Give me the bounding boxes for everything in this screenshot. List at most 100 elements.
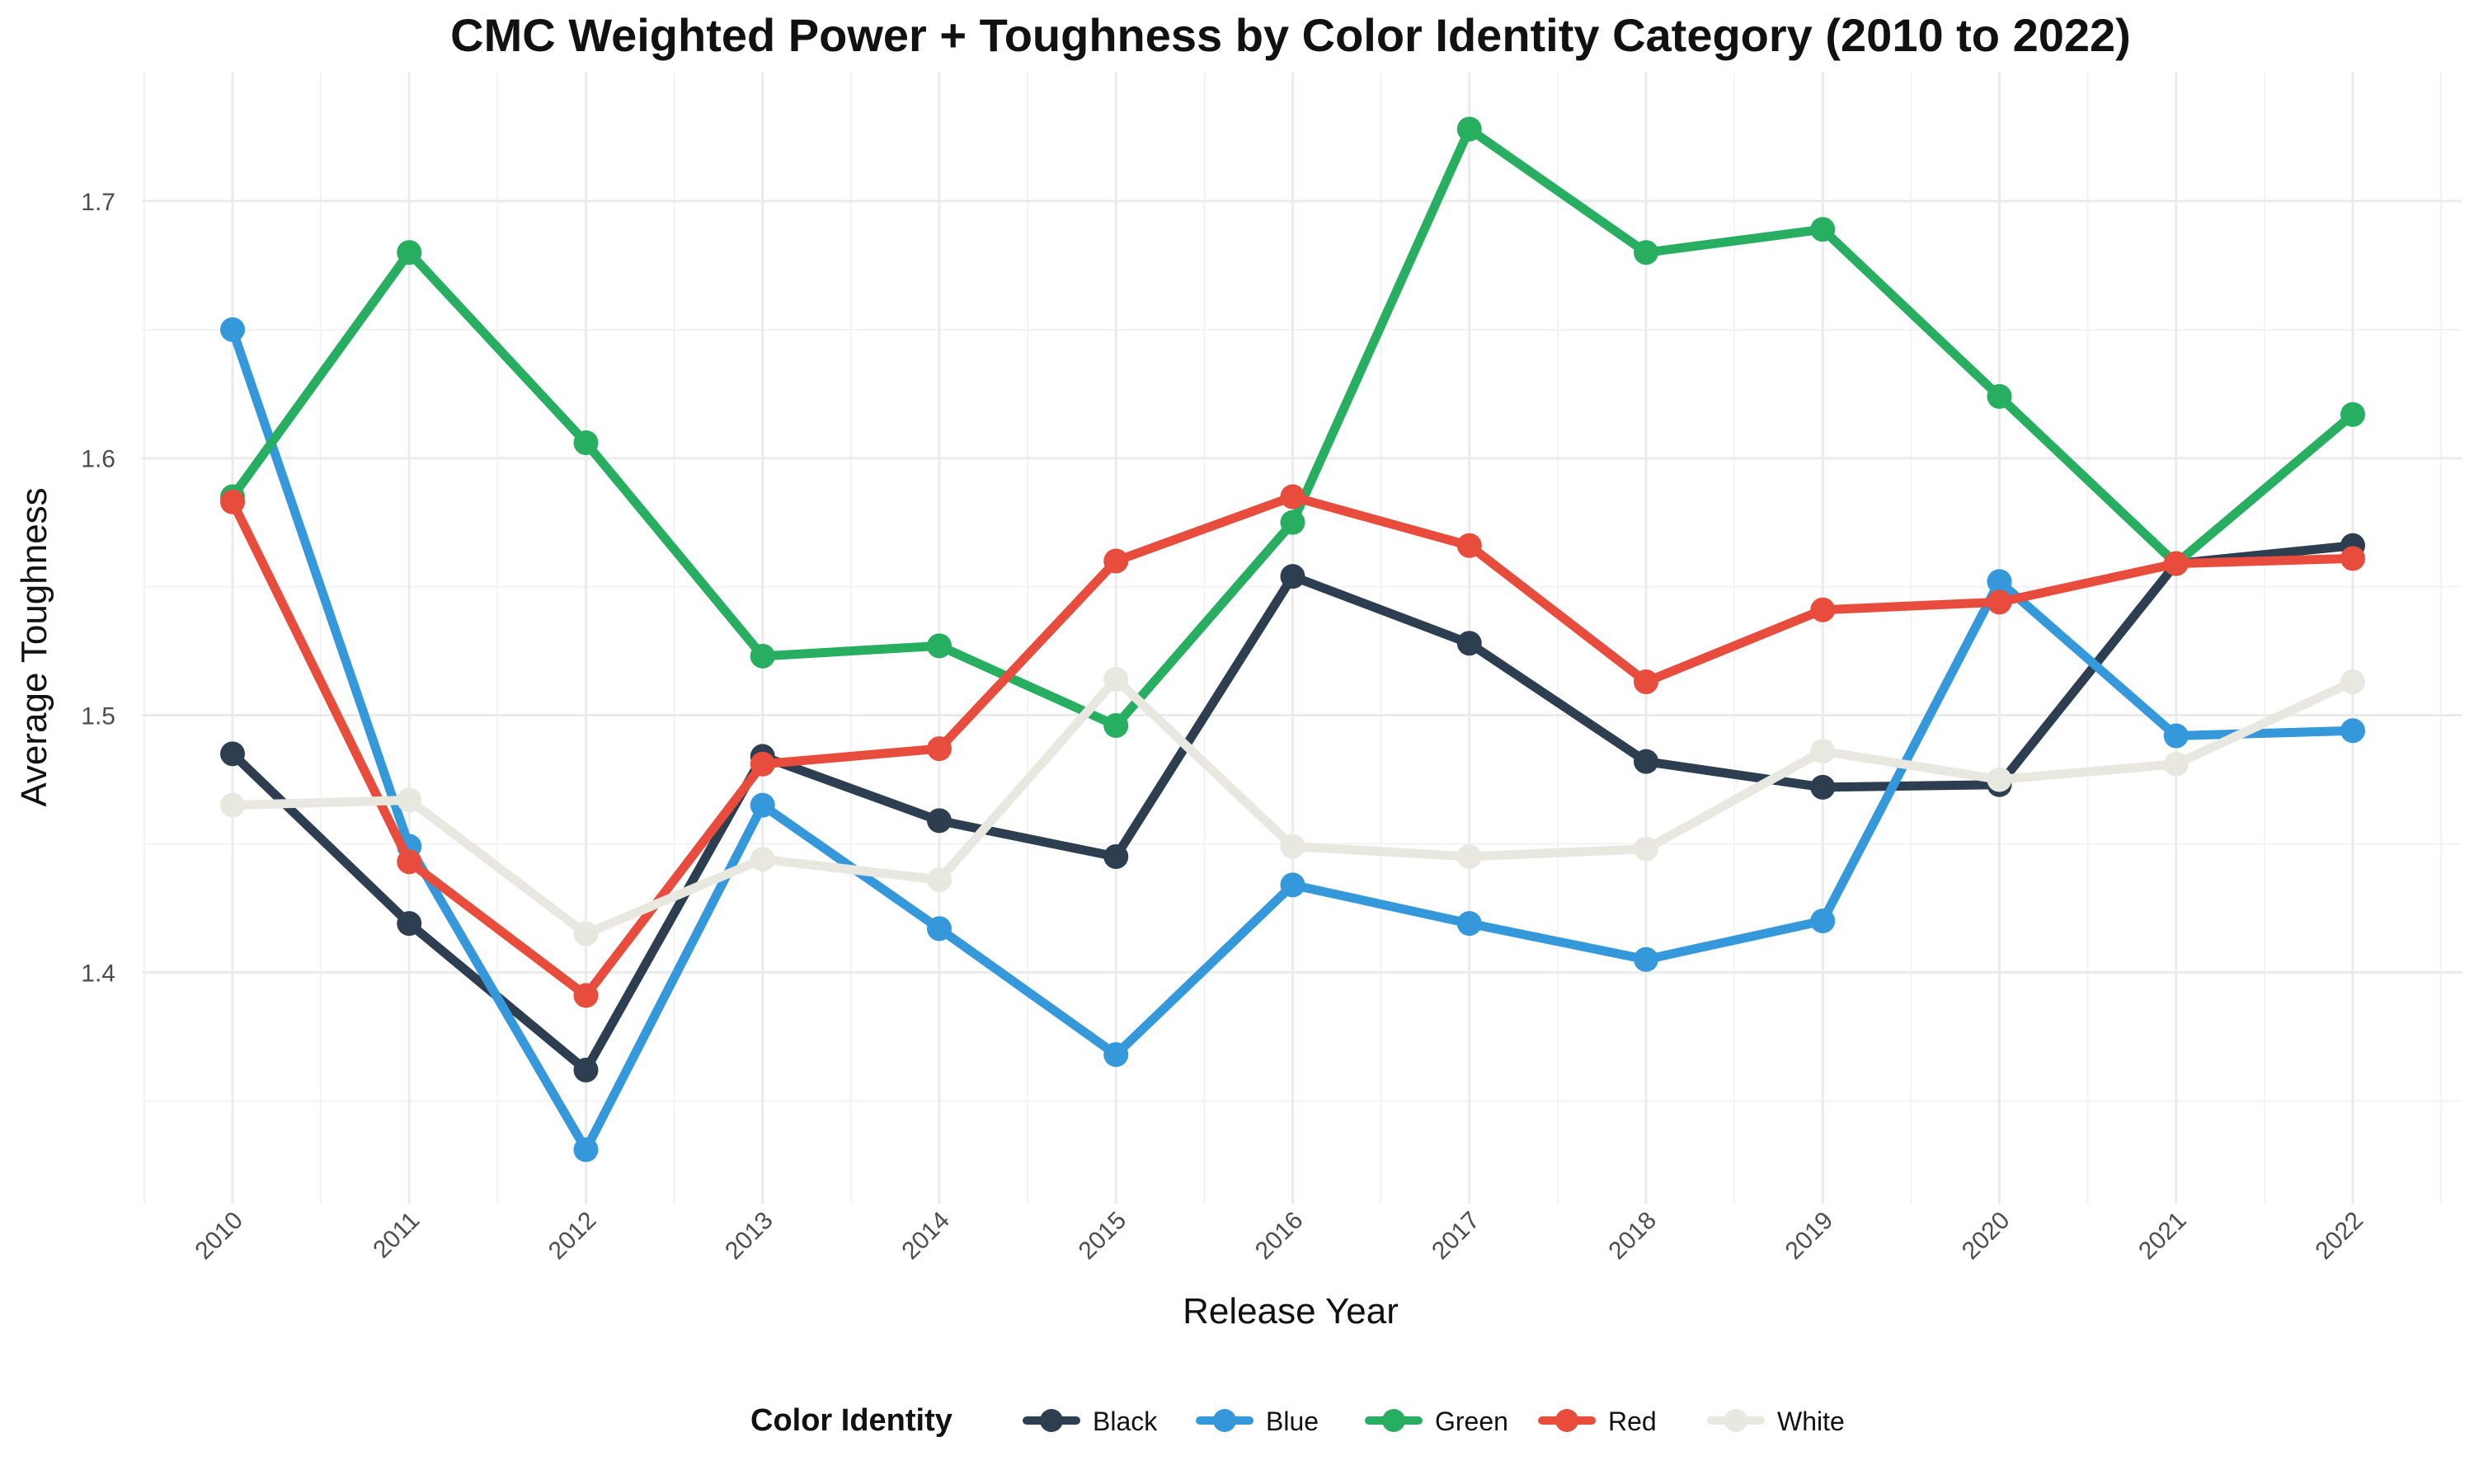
legend-label: Red — [1608, 1407, 1657, 1436]
data-point-black — [1103, 844, 1129, 870]
data-point-red — [1987, 589, 2012, 615]
series-layer — [220, 116, 2365, 1162]
data-point-white — [1103, 666, 1129, 692]
data-point-green — [927, 633, 952, 659]
data-point-green — [1634, 240, 1658, 265]
data-point-green — [750, 643, 775, 669]
y-tick-label: 1.5 — [81, 703, 115, 730]
x-tick-label: 2021 — [2133, 1207, 2192, 1266]
data-point-white — [927, 867, 952, 893]
data-point-green — [1987, 383, 2012, 409]
legend-item-red: Red — [1538, 1407, 1657, 1436]
data-point-white — [750, 847, 775, 872]
data-point-red — [1103, 548, 1129, 574]
data-point-red — [1280, 484, 1305, 510]
data-point-green — [1103, 713, 1129, 739]
x-axis-ticks: 2010 2011 2012 2013 2014 2015 2016 2017 2018 2019… — [190, 1207, 2368, 1266]
data-point-green — [1280, 510, 1305, 535]
legend-label: Blue — [1266, 1407, 1319, 1436]
y-axis-ticks: 1.4 1.5 1.6 1.7 — [81, 189, 115, 987]
data-point-white — [1987, 767, 2012, 792]
data-point-blue — [1280, 872, 1305, 898]
legend: Color Identity Black Blue Green Red White — [750, 1403, 1845, 1438]
data-point-white — [2163, 751, 2189, 777]
data-point-blue — [2163, 723, 2189, 749]
data-point-white — [1634, 836, 1658, 862]
data-point-blue — [927, 916, 952, 942]
x-axis-title: Release Year — [1183, 1291, 1399, 1331]
data-point-red — [1810, 597, 1836, 622]
data-point-white — [220, 792, 245, 818]
data-point-red — [2163, 551, 2189, 576]
legend-item-white: White — [1707, 1407, 1845, 1436]
x-tick-label: 2014 — [896, 1207, 955, 1266]
legend-key-point — [1040, 1409, 1063, 1432]
legend-items: Black Blue Green Red White — [1023, 1407, 1845, 1436]
data-point-white — [573, 921, 599, 946]
legend-key-point — [1382, 1409, 1405, 1432]
data-point-blue — [1634, 946, 1658, 972]
data-point-blue — [1103, 1042, 1129, 1068]
data-point-red — [573, 983, 599, 1008]
data-point-black — [1456, 631, 1482, 656]
legend-label: Green — [1435, 1407, 1508, 1436]
data-point-blue — [2340, 718, 2365, 744]
legend-item-green: Green — [1365, 1407, 1508, 1436]
x-tick-label: 2022 — [2310, 1207, 2368, 1266]
data-point-white — [397, 787, 422, 813]
y-tick-label: 1.7 — [81, 189, 115, 216]
data-point-black — [1280, 564, 1305, 589]
data-point-black — [1810, 774, 1836, 800]
y-tick-label: 1.4 — [81, 960, 115, 987]
data-point-green — [397, 240, 422, 265]
data-point-blue — [220, 317, 245, 342]
x-tick-label: 2011 — [368, 1207, 425, 1264]
legend-label: White — [1777, 1407, 1845, 1436]
data-point-green — [2340, 402, 2365, 427]
x-tick-label: 2010 — [190, 1207, 248, 1266]
x-tick-label: 2015 — [1074, 1207, 1132, 1266]
data-point-green — [1810, 217, 1836, 242]
y-axis-title: Average Toughness — [14, 487, 54, 806]
data-point-red — [397, 849, 422, 875]
data-point-red — [750, 751, 775, 777]
data-point-white — [1810, 739, 1836, 764]
x-tick-label: 2013 — [720, 1207, 778, 1266]
data-point-black — [220, 741, 245, 767]
grid — [142, 73, 2462, 1204]
x-tick-label: 2018 — [1603, 1207, 1662, 1266]
legend-key-point — [1724, 1409, 1747, 1432]
data-point-black — [397, 911, 422, 937]
data-point-red — [220, 489, 245, 514]
series-white — [220, 666, 2365, 946]
data-point-red — [2340, 546, 2365, 571]
x-tick-label: 2017 — [1427, 1207, 1485, 1266]
x-tick-label: 2016 — [1250, 1207, 1309, 1266]
y-tick-label: 1.6 — [81, 446, 115, 473]
series-blue — [220, 317, 2365, 1162]
legend-title: Color Identity — [750, 1403, 952, 1438]
data-point-white — [1280, 834, 1305, 859]
x-tick-label: 2019 — [1780, 1207, 1839, 1266]
data-point-black — [927, 808, 952, 834]
data-point-red — [1456, 533, 1482, 558]
data-point-white — [1456, 844, 1482, 870]
data-point-green — [573, 430, 599, 456]
series-green — [220, 116, 2365, 739]
x-tick-label: 2020 — [1957, 1207, 2015, 1266]
legend-key-point — [1213, 1409, 1236, 1432]
data-point-green — [1456, 116, 1482, 142]
data-point-white — [2340, 669, 2365, 695]
data-point-blue — [1810, 909, 1836, 933]
data-point-blue — [750, 792, 775, 818]
series-red — [220, 484, 2365, 1008]
legend-item-blue: Blue — [1196, 1407, 1319, 1436]
legend-key-point — [1555, 1409, 1578, 1432]
x-tick-label: 2012 — [543, 1207, 602, 1266]
data-point-black — [573, 1057, 599, 1082]
data-point-red — [927, 736, 952, 762]
legend-label: Black — [1093, 1407, 1158, 1436]
legend-item-black: Black — [1023, 1407, 1158, 1436]
